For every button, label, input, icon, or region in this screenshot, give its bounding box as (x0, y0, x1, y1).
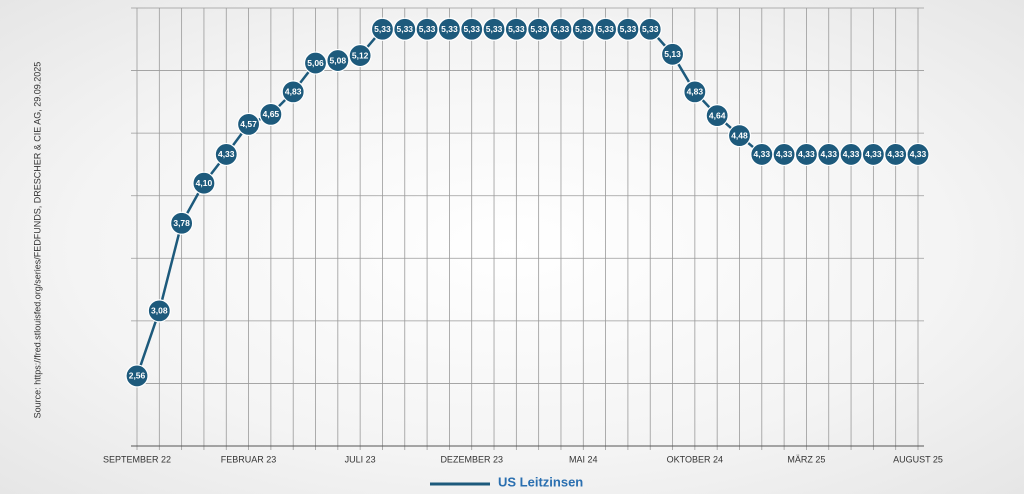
data-point (214, 142, 238, 167)
x-tick-label: DEZEMBER 23 (440, 454, 503, 464)
data-label: 4,33 (910, 149, 927, 159)
data-point (236, 112, 261, 136)
data-label: 5,33 (553, 24, 570, 34)
x-tick-label: JULI 23 (345, 454, 376, 464)
data-label: 5,33 (396, 24, 413, 34)
data-point (192, 171, 216, 195)
data-label: 5,33 (486, 24, 503, 34)
data-label: 2,56 (129, 371, 146, 381)
data-point (638, 17, 662, 41)
data-label: 4,33 (798, 149, 815, 159)
data-label: 5,06 (307, 58, 324, 68)
x-tick-label: MÄRZ 25 (787, 454, 825, 464)
data-point (281, 80, 305, 104)
data-point (906, 142, 930, 167)
data-label: 5,33 (374, 24, 391, 34)
data-label: 4,33 (776, 149, 793, 159)
series-line (135, 28, 918, 377)
data-label: 3,78 (173, 218, 190, 228)
data-point (147, 299, 171, 323)
data-label: 5,33 (508, 24, 525, 34)
data-label: 5,12 (352, 50, 369, 60)
data-label: 5,33 (441, 24, 458, 34)
x-tick-label: OKTOBER 24 (667, 454, 723, 464)
x-tick-label: FEBRUAR 23 (221, 454, 277, 464)
x-tick-label: SEPTEMBER 22 (103, 454, 171, 464)
data-point (705, 104, 729, 128)
data-point (125, 364, 149, 388)
data-label: 5,33 (463, 24, 480, 34)
data-label: 3,08 (151, 306, 168, 316)
data-label: 4,33 (865, 149, 882, 159)
data-label: 4,10 (196, 178, 213, 188)
x-tick-label: MAI 24 (569, 454, 598, 464)
data-label: 5,33 (642, 24, 659, 34)
data-label: 5,33 (620, 24, 637, 34)
data-label: 4,33 (218, 149, 235, 159)
data-label: 4,48 (731, 130, 748, 140)
data-label: 4,33 (754, 149, 771, 159)
data-label: 5,33 (575, 24, 592, 34)
data-point (727, 124, 752, 148)
data-label: 4,57 (240, 119, 257, 129)
data-point (326, 48, 350, 73)
legend-label: US Leitzinsen (498, 474, 583, 489)
data-label: 4,64 (709, 110, 726, 120)
data-point (259, 102, 283, 126)
data-label: 5,33 (597, 24, 614, 34)
source-note: Source: https://fred.stlouisfed.org/seri… (32, 62, 42, 419)
data-label: 5,08 (330, 55, 347, 65)
data-label: 4,83 (285, 87, 302, 97)
data-point (348, 43, 372, 68)
data-point (683, 80, 707, 104)
data-point (170, 211, 194, 235)
x-tick-label: AUGUST 25 (893, 454, 943, 464)
data-label: 4,83 (687, 87, 704, 97)
data-label: 5,33 (419, 24, 436, 34)
data-label: 4,65 (263, 109, 280, 119)
data-label: 5,33 (530, 24, 547, 34)
data-label: 4,33 (820, 149, 837, 159)
data-label: 4,33 (887, 149, 904, 159)
data-point (660, 42, 685, 66)
data-label: 4,33 (843, 149, 860, 159)
data-label: 5,13 (664, 49, 681, 59)
